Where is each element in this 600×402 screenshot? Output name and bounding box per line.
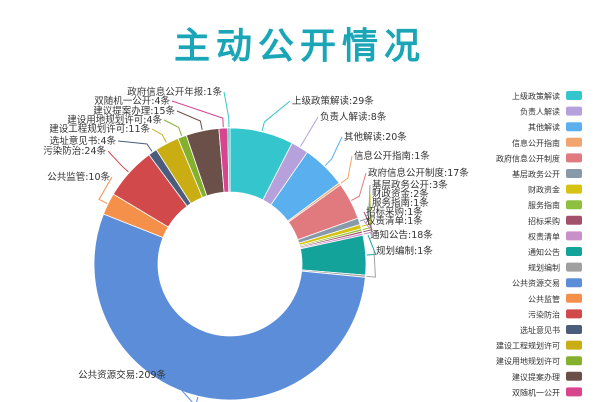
pie-slice-21 [227, 127, 231, 193]
legend-item-14[interactable]: 公共监管 [528, 294, 560, 304]
legend-item-13[interactable]: 公共资源交易 [512, 278, 560, 288]
legend-item-7[interactable]: 财政资金 [528, 185, 560, 195]
data-label-8: 服务指南:1条 [372, 197, 429, 209]
leader-line-21 [223, 91, 230, 128]
data-label-6: 基层政务公开:3条 [372, 179, 448, 191]
legend-item-20[interactable]: 双随机一公开 [512, 387, 560, 397]
data-label-4: 信息公开指南:1条 [354, 150, 430, 162]
legend-swatch-3 [566, 122, 582, 132]
leader-line-11 [366, 234, 377, 256]
legend-item-15[interactable]: 污染防治 [528, 309, 560, 319]
data-label-17: 建设工程规划许可:11条 [49, 123, 150, 135]
leader-line-14 [98, 176, 113, 204]
leader-line-5 [351, 172, 367, 201]
leader-line-1 [261, 100, 291, 131]
chart-title: 主动公开情况 [174, 26, 426, 67]
legend-swatch-14 [566, 293, 582, 303]
legend-item-3[interactable]: 其他解读 [528, 122, 560, 132]
legend-swatch-8 [566, 200, 582, 210]
legend-swatch-18 [566, 356, 582, 366]
legend-item-9[interactable]: 招标采购 [528, 216, 560, 226]
data-label-9: 招标采购:1条 [366, 206, 423, 218]
legend-item-8[interactable]: 服务指南 [528, 200, 560, 210]
legend-swatch-17 [566, 340, 582, 350]
legend-swatch-9 [566, 215, 582, 225]
leader-line-4 [340, 155, 353, 184]
data-label-11: 通知公告:18条 [370, 229, 433, 241]
legend: 上级政策解读负责人解读其他解读信息公开指南政府信息公开制度基层政务公开财政资金服… [496, 91, 582, 397]
legend-item-12[interactable]: 规划编制 [528, 263, 560, 273]
legend-swatch-2 [566, 106, 582, 116]
leader-line-3 [324, 136, 343, 166]
leader-line-13 [167, 374, 199, 402]
legend-item-18[interactable]: 建设用地规划许可 [496, 356, 560, 366]
data-label-15: 污染防治:24条 [43, 145, 106, 157]
leader-line-12 [366, 250, 376, 278]
data-label-12: 规划编制:1条 [376, 245, 433, 257]
leader-line-16 [117, 140, 153, 152]
legend-swatch-11 [566, 247, 582, 256]
leader-line-15 [107, 150, 129, 173]
data-label-2: 负责人解读:8条 [320, 111, 387, 123]
data-label-3: 其他解读:20条 [344, 131, 407, 143]
pie-slices [93, 127, 367, 401]
legend-swatch-1 [566, 91, 582, 100]
leader-line-2 [300, 116, 319, 147]
data-label-1: 上级政策解读:29条 [292, 95, 374, 107]
legend-swatch-6 [566, 169, 582, 178]
data-label-18: 建设用地规划许可:4条 [67, 114, 162, 126]
data-label-21: 政府信息公开年报:1条 [127, 86, 222, 98]
legend-item-4[interactable]: 信息公开指南 [512, 138, 560, 148]
legend-swatch-20 [566, 387, 582, 397]
leader-line-20 [171, 100, 224, 128]
leader-line-17 [151, 128, 167, 143]
data-label-20: 双随机一公开:4条 [94, 95, 170, 107]
data-label-10: 权责清单:1条 [366, 215, 423, 227]
data-label-7: 财政资金:2条 [372, 188, 429, 200]
legend-swatch-10 [566, 231, 582, 241]
legend-item-5[interactable]: 政府信息公开制度 [496, 153, 560, 163]
legend-item-11[interactable]: 通知公告 [528, 247, 560, 257]
legend-swatch-15 [566, 309, 582, 319]
data-label-13: 公共资源交易:209条 [78, 369, 166, 381]
legend-swatch-7 [566, 184, 582, 194]
leader-line-18 [163, 119, 183, 136]
legend-swatch-16 [566, 325, 582, 334]
leader-line-19 [176, 110, 203, 130]
data-label-19: 建议提案办理:15条 [93, 105, 175, 117]
pie-slice-13 [93, 213, 366, 401]
legend-swatch-5 [566, 153, 582, 163]
legend-item-17[interactable]: 建设工程规划许可 [496, 341, 560, 351]
leader-line-9 [363, 211, 373, 233]
legend-swatch-12 [566, 262, 582, 272]
label-leaders [98, 91, 377, 402]
legend-swatch-4 [566, 137, 582, 147]
data-label-5: 政府信息公开制度:17条 [368, 167, 469, 179]
legend-swatch-13 [566, 278, 582, 288]
legend-item-2[interactable]: 负责人解读 [520, 107, 560, 117]
legend-item-1[interactable]: 上级政策解读 [512, 91, 560, 101]
data-labels: 上级政策解读:29条负责人解读:8条其他解读:20条信息公开指南:1条政府信息公… [43, 86, 469, 381]
legend-item-19[interactable]: 建议提案办理 [512, 372, 560, 382]
legend-swatch-19 [566, 371, 582, 381]
leader-line-10 [363, 220, 374, 235]
data-label-14: 公共监管:10条 [47, 171, 110, 183]
legend-item-10[interactable]: 权责清单 [528, 231, 560, 241]
legend-item-6[interactable]: 基层政务公开 [512, 169, 560, 179]
data-label-16: 选址意见书:4条 [50, 135, 117, 147]
legend-item-16[interactable]: 选址意见书 [520, 325, 560, 335]
